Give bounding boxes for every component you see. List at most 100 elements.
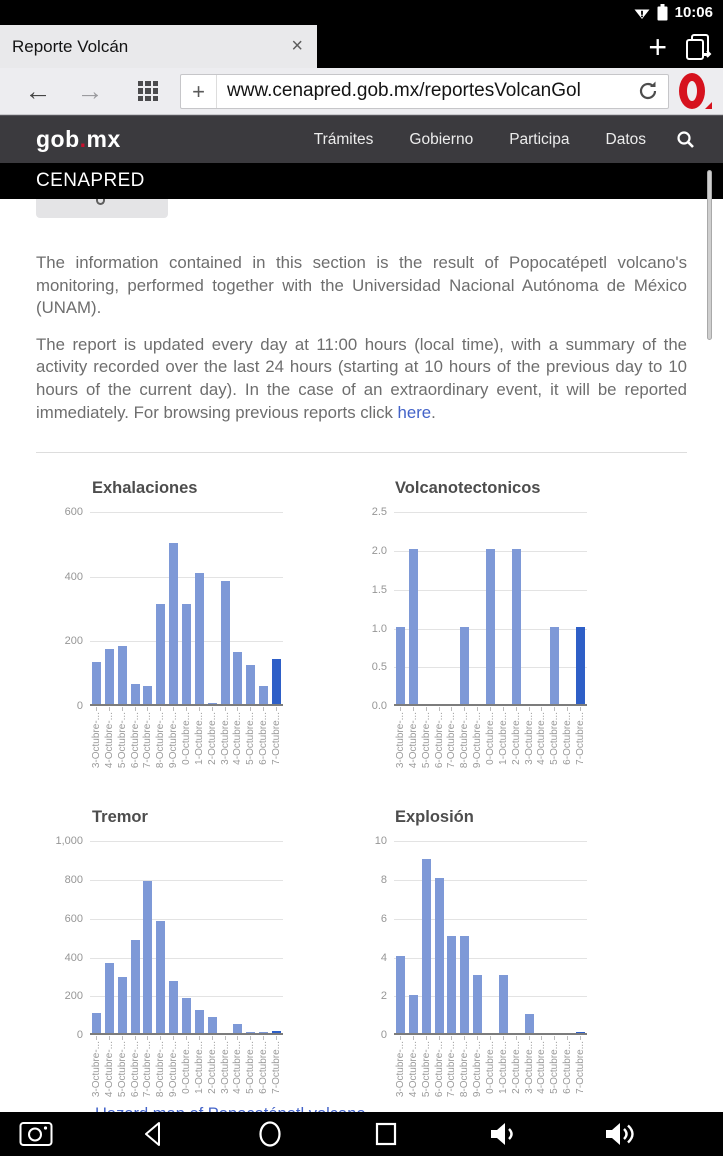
site-title-bar: CENAPRED [0, 163, 723, 199]
x-tick [198, 707, 200, 712]
y-tick-label: 0 [380, 1029, 387, 1042]
x-axis-label: 7-Octubre... [270, 1041, 282, 1095]
x-axis-label: 5-Octubre-... [116, 712, 128, 769]
x-tick [134, 707, 136, 712]
x-axis-label: 3-Octubre... [219, 712, 231, 765]
x-axis-label: 6-Octubre-... [129, 1041, 141, 1098]
partially-scrolled-button[interactable] [36, 199, 168, 218]
add-bookmark-icon[interactable]: + [181, 74, 217, 108]
bar [143, 881, 153, 1034]
x-axis-label: 4-Octubre-... [103, 1041, 115, 1098]
android-nav-bar [0, 1112, 723, 1156]
x-axis-label: 4-Octubre... [536, 1041, 548, 1095]
x-tick [438, 707, 440, 712]
gridline [394, 512, 587, 514]
bar [485, 548, 495, 705]
x-tick [95, 1036, 97, 1041]
bar [395, 626, 405, 705]
x-axis-label: 3-Octubre... [523, 1041, 535, 1095]
bar [207, 703, 217, 705]
x-tick [541, 1036, 543, 1041]
nav-item-tramites[interactable]: Trámites [313, 130, 374, 148]
x-tick [121, 707, 123, 712]
back-nav-icon[interactable] [133, 1118, 173, 1150]
y-axis: 1,000 800 600 400 200 0 [36, 835, 90, 1041]
y-tick-label: 1.0 [371, 622, 387, 635]
screenshot-icon[interactable] [16, 1118, 56, 1150]
bar [91, 1012, 101, 1034]
volume-up-icon[interactable] [600, 1118, 640, 1150]
bar [246, 665, 256, 705]
new-tab-button[interactable]: + [648, 28, 667, 65]
x-axis-label: 5-Octubre-... [420, 712, 432, 769]
page-content: The information contained in this sectio… [0, 199, 723, 1113]
x-axis-label: 3-Octubre-... [90, 1041, 102, 1098]
x-axis-label: 8-Octubre-... [155, 1041, 167, 1098]
chart-exhalaciones: Exhalaciones 600 400 200 0 3-Octubre-... 4-O… [36, 479, 361, 768]
forward-button[interactable]: → [76, 76, 104, 106]
x-tick [237, 707, 239, 712]
y-tick-label: 1,000 [55, 835, 83, 848]
x-tick [263, 707, 265, 712]
charts-grid: Exhalaciones 600 400 200 0 3-Octubre-... 4-O… [36, 479, 687, 1097]
speed-dial-icon[interactable] [138, 81, 158, 101]
scrollbar-thumb[interactable] [707, 170, 712, 340]
bar [408, 994, 418, 1034]
recents-nav-icon[interactable] [366, 1118, 406, 1150]
y-tick-label: 400 [64, 570, 83, 583]
search-icon[interactable] [676, 130, 695, 149]
footer-link[interactable]: Hazard map of Popocatépetl volcano [95, 1105, 366, 1112]
nav-item-gobierno[interactable]: Gobierno [409, 130, 474, 148]
bar [447, 936, 457, 1034]
x-axis-label: 7-Octubre... [270, 712, 282, 765]
x-tick [108, 1036, 110, 1041]
x-axis-label: 2-Octubre... [206, 1041, 218, 1095]
nav-item-datos[interactable]: Datos [605, 130, 647, 148]
x-axis-label: 6-Octubre... [258, 1041, 270, 1095]
x-axis-label: 4-Octubre-... [103, 712, 115, 769]
x-tick [160, 1036, 162, 1041]
x-tick [275, 1036, 277, 1041]
home-nav-icon[interactable] [250, 1118, 290, 1150]
bar [259, 686, 269, 705]
x-tick [502, 1036, 504, 1041]
url-text[interactable]: www.cenapred.gob.mx/reportesVolcanGol [227, 80, 581, 101]
site-title: CENAPRED [36, 170, 145, 191]
bar [473, 975, 483, 1034]
browser-tab[interactable]: Reporte Volcán × [0, 25, 317, 68]
tab-switcher-icon[interactable] [683, 33, 713, 61]
gobmx-logo[interactable]: gob.mx [36, 126, 121, 152]
gridline [394, 918, 587, 920]
x-axis-labels: 3-Octubre-... 4-Octubre-... 5-Octubre-... 6… [394, 706, 587, 768]
x-axis-label: 6-Octubre... [562, 1041, 574, 1095]
x-axis-label: 1-Octubre... [497, 712, 509, 765]
bar [498, 975, 508, 1034]
volume-down-icon[interactable] [483, 1118, 523, 1150]
close-tab-icon[interactable]: × [291, 35, 303, 57]
plot-area [90, 512, 283, 707]
address-bar[interactable]: + www.cenapred.gob.mx/reportesVolcanGol [180, 73, 669, 109]
bar [460, 936, 470, 1034]
bar [460, 626, 470, 705]
x-axis-label: 2-Octubre... [206, 712, 218, 765]
reload-icon[interactable] [637, 80, 659, 102]
x-tick [438, 1036, 440, 1041]
x-tick [464, 1036, 466, 1041]
opera-logo[interactable] [669, 69, 715, 113]
y-tick-label: 2.5 [371, 506, 387, 519]
gobmx-nav: Trámites Gobierno Participa Datos [314, 131, 646, 149]
x-axis-label: 5-Octubre... [245, 712, 257, 765]
x-axis-label: 8-Octubre-... [155, 712, 167, 769]
x-axis-label: 6-Octubre... [562, 712, 574, 765]
x-axis-label: 4-Octubre... [232, 712, 244, 765]
tab-title: Reporte Volcán [12, 36, 129, 56]
here-link[interactable]: here [397, 402, 432, 422]
gridline [90, 841, 283, 843]
x-axis-label: 8-Octubre-... [459, 1041, 471, 1098]
bar [117, 645, 127, 705]
y-tick-label: 600 [64, 506, 83, 519]
back-button[interactable]: ← [24, 76, 52, 106]
x-axis-label: 6-Octubre-... [433, 712, 445, 769]
nav-item-participa[interactable]: Participa [509, 130, 570, 148]
x-tick [198, 1036, 200, 1041]
